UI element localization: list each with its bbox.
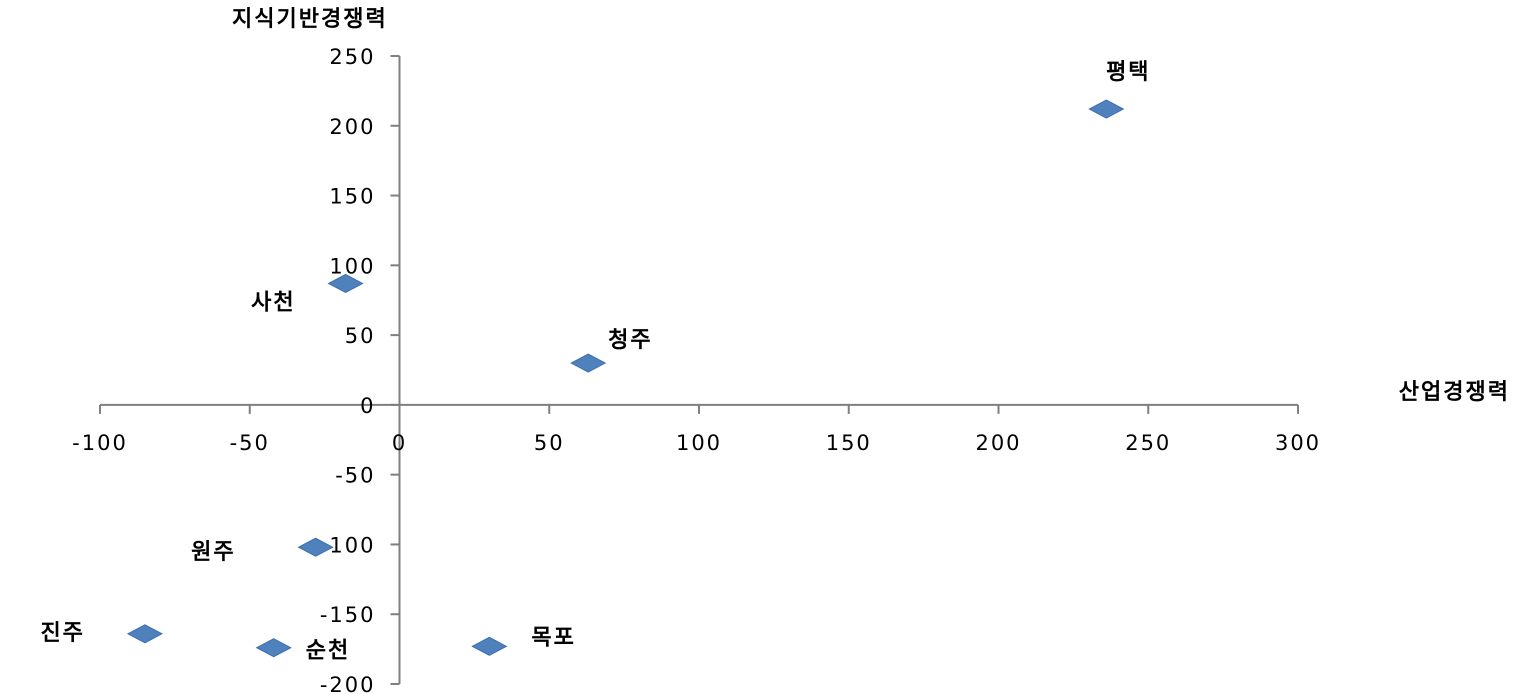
data-point-label: 평택 xyxy=(1106,60,1150,85)
data-point-label: 원주 xyxy=(191,540,235,565)
y-tick-label: 250 xyxy=(329,45,375,69)
data-point-marker xyxy=(255,638,292,658)
data-point-label: 청주 xyxy=(608,328,652,353)
x-tick-label: 250 xyxy=(1125,431,1171,455)
x-tick-label: 50 xyxy=(534,431,565,455)
data-point-label: 순천 xyxy=(306,639,350,664)
y-tick-label: -150 xyxy=(320,603,376,627)
data-point-marker xyxy=(471,636,508,656)
data-point-marker xyxy=(327,273,364,294)
data-point-marker xyxy=(297,537,334,557)
y-axis-title: 지식기반경쟁력 xyxy=(232,7,388,32)
y-tick-label: 50 xyxy=(345,324,376,348)
x-axis-ticks: -100 -50 0 50 100 150 200 250 300 xyxy=(72,404,1321,455)
y-tick-label: 100 xyxy=(329,254,375,278)
data-point-marker xyxy=(570,353,607,373)
x-tick-label: 150 xyxy=(826,431,872,455)
data-point-marker xyxy=(126,624,163,644)
data-point-label: 진주 xyxy=(40,621,84,646)
data-point-label: 사천 xyxy=(251,290,295,315)
y-tick-label: 200 xyxy=(329,115,375,139)
x-tick-label: -50 xyxy=(230,431,270,455)
x-tick-label: 100 xyxy=(676,431,722,455)
x-tick-label: -100 xyxy=(72,431,128,455)
data-point-marker xyxy=(1088,99,1125,119)
data-point-label: 목포 xyxy=(531,625,575,650)
y-tick-label: 0 xyxy=(360,394,375,418)
x-axis-title: 산업경쟁력 xyxy=(1399,380,1510,405)
x-tick-label: 200 xyxy=(975,431,1021,455)
x-tick-label: 300 xyxy=(1275,431,1321,455)
y-tick-label: -50 xyxy=(335,464,375,488)
y-tick-label: -200 xyxy=(320,673,376,694)
x-tick-label: 0 xyxy=(392,431,407,455)
y-tick-label: 150 xyxy=(329,185,375,209)
axes xyxy=(100,56,1298,684)
